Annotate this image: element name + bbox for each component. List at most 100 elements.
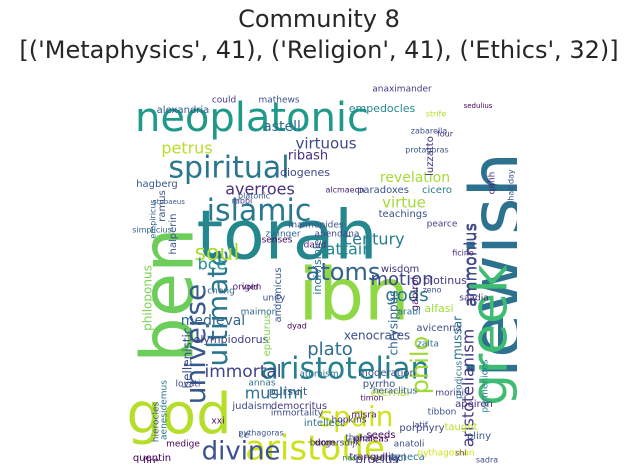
word-ultimate: ultimate xyxy=(201,250,234,367)
word-maimon: maimon xyxy=(241,308,278,318)
word-moderation: moderation xyxy=(358,368,416,379)
word-cicero: cicero xyxy=(422,185,452,196)
word-taught: taught xyxy=(445,422,478,433)
word-hagberg: hagberg xyxy=(136,179,178,190)
word-saadia: saadia xyxy=(459,294,488,304)
word-hopkins: hopkins xyxy=(331,416,366,426)
word-prodicus: prodicus xyxy=(455,361,465,400)
word-wisdom: wisdom xyxy=(381,264,419,275)
word-neoplatonic: neoplatonic xyxy=(135,95,369,141)
word-empedocles: empedocles xyxy=(349,102,416,115)
word-porphyry: porphyry xyxy=(399,423,444,434)
word-zabarella: zabarella xyxy=(411,127,448,136)
word-eternal: eternal xyxy=(371,386,410,399)
word-alcmaeon: alcmaeon xyxy=(325,186,364,195)
word-shi: shi xyxy=(455,449,466,458)
word-platonic: platonic xyxy=(238,192,270,201)
word-maimonides: maimonides xyxy=(288,221,344,231)
word-motion: motion xyxy=(370,269,433,290)
word-indivisible: indivisible xyxy=(311,239,324,294)
word-stobaeus: stobaeus xyxy=(153,198,185,206)
word-islamic: islamic xyxy=(207,194,312,229)
word-philoponus: philoponus xyxy=(141,265,155,331)
word-void: void xyxy=(242,283,259,292)
word-ramus: ramus xyxy=(157,190,168,222)
word-thales: thales xyxy=(345,434,373,444)
chart-title-line-1: Community 8 xyxy=(238,5,400,33)
word-apeiron: apeiron xyxy=(455,399,493,410)
word-aristotle: aristotle xyxy=(245,429,385,464)
word-ben: ben xyxy=(126,227,210,363)
word-atoms: atoms xyxy=(306,258,381,286)
word-heraclitus: heraclitus xyxy=(373,387,418,397)
word-halperin: halperin xyxy=(168,214,179,255)
chart-title: Community 8 [('Metaphysics', 41), ('Reli… xyxy=(0,4,638,66)
word-phaleas: phaleas xyxy=(353,435,388,445)
word-pursuit: pursuit xyxy=(269,385,308,398)
word-four: four xyxy=(437,130,454,139)
word-senses: senses xyxy=(262,236,293,246)
word-halliday: halliday xyxy=(507,169,516,201)
word-simplicius: simplicius xyxy=(132,226,172,235)
word-zeno: zeno xyxy=(422,286,441,295)
word-hierocles: hierocles xyxy=(152,401,162,442)
word-ibn: ibn xyxy=(298,253,409,337)
word-dorn: dorn xyxy=(315,439,335,449)
word-diogenes: diogenes xyxy=(280,166,330,179)
word-quentin: quentin xyxy=(133,453,171,463)
word-protagoras: protagoras xyxy=(405,146,448,155)
word-strife: strife xyxy=(426,110,447,119)
word-muslim: muslim xyxy=(245,384,304,403)
word-virtuous: virtuous xyxy=(295,135,356,153)
word-burgersdijk: burgersdijk xyxy=(310,439,361,449)
word-god: god xyxy=(126,382,231,447)
word-tranquility: tranquility xyxy=(349,452,400,463)
word-universe: universe xyxy=(179,284,212,404)
word-hellenistic: hellenistic xyxy=(181,328,195,389)
word-chong: chong xyxy=(207,287,235,297)
word-ficino: ficino xyxy=(452,249,474,258)
word-pyrrho: pyrrho xyxy=(363,379,396,390)
word-epicurus: epicurus xyxy=(262,314,273,357)
word-origen: origen xyxy=(233,283,262,293)
word-intellect: intellect xyxy=(304,418,344,429)
word-proclus: proclus xyxy=(355,453,398,464)
word-century: century xyxy=(343,230,404,249)
word-revelation: revelation xyxy=(380,170,450,186)
word-sedulius: sedulius xyxy=(464,102,493,110)
word-ammonius: ammonius xyxy=(461,223,480,307)
word-school: school xyxy=(374,453,406,463)
word-plotinus: plotinus xyxy=(423,274,467,287)
word-aristotelian: aristotelian xyxy=(260,352,429,387)
word-bce: bce xyxy=(198,255,227,274)
word-torah: torah xyxy=(197,197,378,276)
word-philo: philo xyxy=(406,336,434,394)
word-sadra: sadra xyxy=(476,456,498,464)
word-alfasi: alfasi xyxy=(424,302,453,315)
word-avicenna: avicenna xyxy=(416,323,461,334)
word-medige: medige xyxy=(166,440,200,450)
word-zwinger: zwinger xyxy=(265,230,301,240)
word-petrus: petrus xyxy=(161,139,212,158)
chart-title-line-2: [('Metaphysics', 41), ('Religion', 41), … xyxy=(19,36,619,64)
word-divine: divine xyxy=(202,437,281,464)
word-plato: plato xyxy=(307,339,353,360)
word-timon: timon xyxy=(360,394,383,403)
word-qafih: qafih xyxy=(488,172,498,195)
word-alexandria: alexandria xyxy=(157,105,210,116)
word-pearce: pearce xyxy=(427,220,458,230)
word-unity: unity xyxy=(263,294,286,304)
word-spiritual: spiritual xyxy=(168,151,289,186)
word-zalta: zalta xyxy=(417,340,439,350)
word-daud: daud xyxy=(304,241,327,251)
word-morinis: morinis xyxy=(435,389,469,399)
word-democritus: democritus xyxy=(271,401,327,412)
word-xxi: xxi xyxy=(211,417,224,427)
word-chrysippus: chrysippus xyxy=(387,291,401,356)
word-greek: greek xyxy=(461,264,518,406)
word-fire: fire xyxy=(143,456,159,463)
word-lovati: lovati xyxy=(176,380,201,390)
word-pythagorean: pythagorean xyxy=(417,449,474,459)
word-aenesidemus: aenesidemus xyxy=(160,380,170,440)
word-arabi: arabi xyxy=(398,308,421,318)
